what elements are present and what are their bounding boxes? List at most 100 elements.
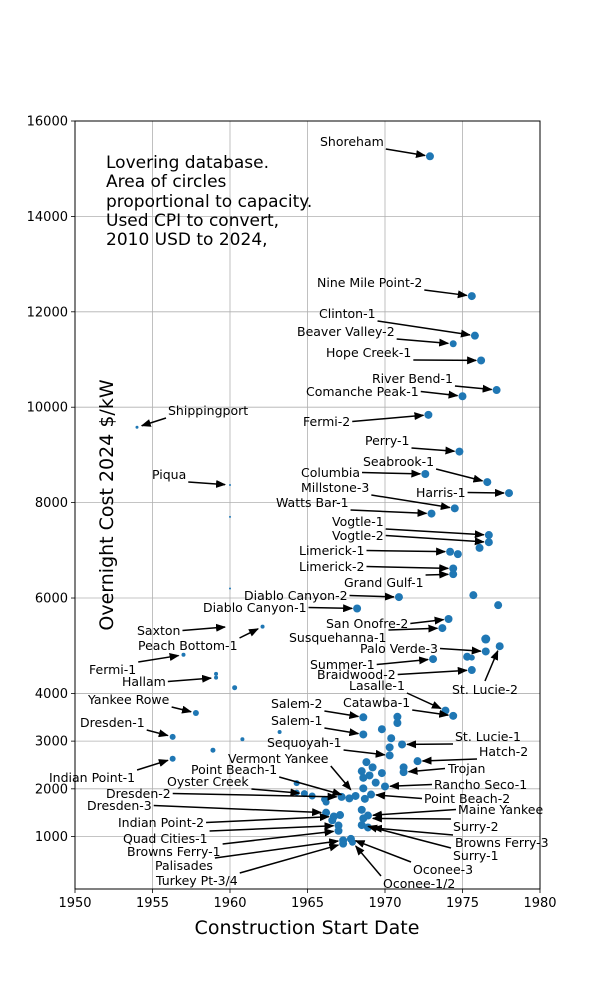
annotation-label-32: Lasalle-1	[349, 678, 405, 693]
data-point-25	[469, 591, 477, 599]
annotation-label-34: Yankee Rowe	[87, 692, 170, 707]
annotation-label-59: Oconee-3	[413, 862, 473, 877]
annotation-label-2: Clinton-1	[319, 306, 376, 321]
data-point-75	[352, 792, 360, 800]
x-tick-label-3: 1965	[291, 896, 324, 911]
annotation-arrow-13	[468, 493, 504, 494]
data-point-0	[426, 152, 434, 160]
annotation-label-35: Catawba-1	[343, 695, 410, 710]
data-point-55	[378, 725, 386, 733]
data-point-48	[278, 730, 282, 734]
data-point-58	[386, 743, 394, 751]
annotation-label-37: Dresden-1	[80, 715, 145, 730]
data-point-24	[449, 570, 457, 578]
annotation-label-33: St. Lucie-2	[452, 682, 518, 697]
data-point-93	[358, 806, 366, 814]
y-tick-label-4: 6000	[35, 592, 68, 607]
x-tick-label-5: 1975	[446, 896, 479, 911]
data-point-67	[378, 769, 386, 777]
data-point-92	[349, 839, 356, 846]
y-tick-label-0: 1000	[35, 830, 68, 845]
annotation-label-56: Browns Ferry-1	[127, 844, 221, 859]
annotation-label-9: Perry-1	[365, 433, 409, 448]
annotation-arrow-20	[426, 574, 449, 575]
annotation-label-47: Oyster Creek	[167, 774, 249, 789]
data-point-4	[477, 356, 485, 364]
data-point-56	[398, 740, 406, 748]
data-point-8	[455, 448, 463, 456]
annotation-label-13: Harris-1	[416, 485, 466, 500]
data-point-3	[450, 340, 457, 347]
data-point-59	[386, 751, 394, 759]
annotation-label-26: Peach Bottom-1	[138, 638, 238, 653]
annotation-label-31: Hallam	[122, 674, 166, 689]
data-point-42	[232, 685, 237, 690]
data-point-52	[359, 730, 367, 738]
data-point-90	[339, 840, 347, 848]
data-point-31	[481, 635, 490, 644]
data-point-82	[323, 799, 330, 806]
annotation-label-22: Diablo Canyon-1	[203, 600, 307, 615]
data-point-39	[182, 653, 186, 657]
note-line-1: Lovering database.	[106, 153, 269, 173]
data-point-29	[445, 615, 453, 623]
y-tick-label-3: 4000	[35, 687, 68, 702]
data-point-88	[335, 827, 343, 835]
data-point-10	[505, 489, 513, 497]
note-line-3: proportional to capacity.	[106, 192, 312, 212]
data-point-71	[359, 784, 367, 792]
y-tick-label-6: 10000	[27, 401, 68, 416]
data-point-83	[322, 809, 330, 817]
data-point-5	[493, 386, 501, 394]
data-point-36	[429, 655, 437, 663]
data-point-26	[494, 601, 502, 609]
annotation-label-6: Comanche Peak-1	[306, 384, 419, 399]
annotation-label-23: San Onofre-2	[326, 616, 408, 631]
annotation-label-11: Seabrook-1	[363, 454, 434, 469]
data-point-65	[358, 767, 366, 775]
data-point-38	[261, 625, 265, 629]
data-point-73	[361, 795, 369, 803]
data-point-6	[459, 392, 467, 400]
annotation-label-46: Rancho Seco-1	[434, 777, 527, 792]
annotation-label-60: Turkey Pt-3/4	[155, 873, 238, 888]
data-point-9	[483, 478, 491, 486]
note-line-4: Used CPI to convert,	[106, 211, 279, 231]
annotation-label-57: Surry-1	[453, 848, 499, 863]
data-point-63	[362, 758, 370, 766]
annotation-label-53: Surry-2	[453, 819, 499, 834]
annotation-label-8: Shippingport	[168, 403, 248, 418]
data-point-35	[469, 655, 475, 661]
y-tick-label-7: 12000	[27, 305, 68, 320]
data-point-54	[393, 719, 401, 727]
annotation-label-10: Piqua	[152, 467, 186, 482]
annotation-label-1: Nine Mile Point-2	[317, 275, 422, 290]
data-point-70	[381, 782, 389, 790]
annotation-label-19: Limerick-2	[299, 559, 365, 574]
data-point-50	[449, 712, 457, 720]
data-point-18	[485, 531, 493, 539]
annotation-label-0: Shoreham	[320, 134, 384, 149]
y-tick-label-2: 3000	[35, 735, 68, 750]
annotation-label-16: Vogtle-1	[332, 514, 384, 529]
data-point-2	[471, 332, 479, 340]
data-point-68	[359, 774, 367, 782]
annotation-label-40: Sequoyah-1	[267, 735, 342, 750]
annotation-label-12: Columbia	[301, 465, 360, 480]
annotation-label-39: St. Lucie-1	[455, 729, 521, 744]
data-point-15	[229, 484, 231, 486]
annotation-label-18: Limerick-1	[299, 543, 365, 558]
note-line-5: 2010 USD to 2024,	[106, 230, 268, 250]
data-point-45	[170, 756, 176, 762]
annotation-label-50: Dresden-3	[87, 798, 152, 813]
data-point-57	[387, 734, 395, 742]
annotation-label-51: Maine Yankee	[458, 802, 543, 817]
annotation-arrow-22	[309, 608, 353, 609]
annotation-label-43: Trojan	[447, 761, 485, 776]
data-point-28	[353, 605, 361, 613]
data-point-1	[468, 292, 476, 300]
data-point-43	[193, 710, 199, 716]
y-tick-label-8: 14000	[27, 210, 68, 225]
y-tick-label-1: 2000	[35, 782, 68, 797]
data-point-30	[438, 624, 446, 632]
